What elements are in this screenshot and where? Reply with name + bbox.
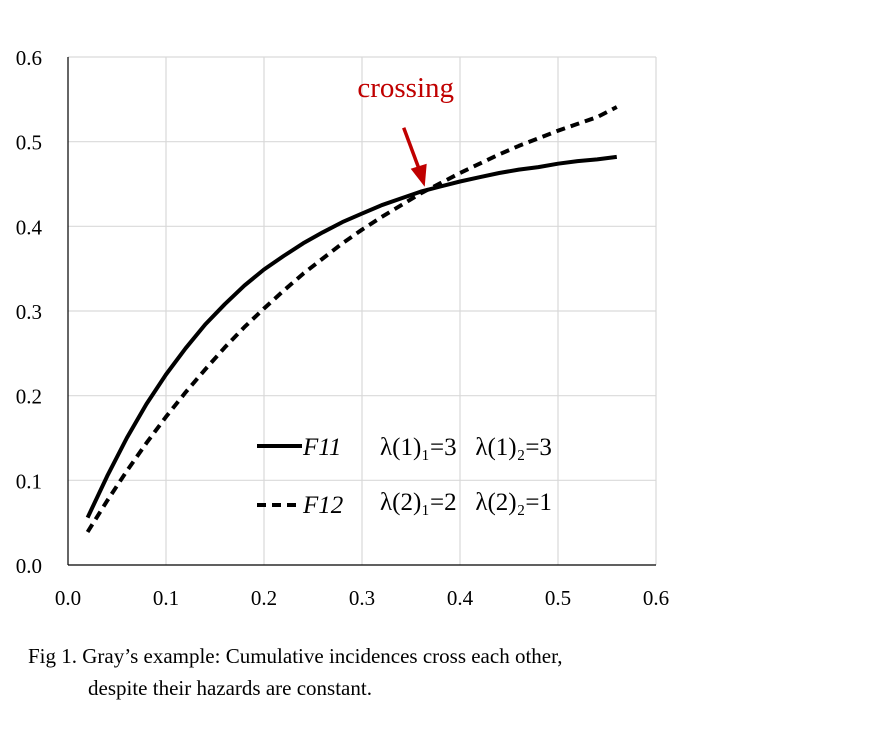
x-tick-labels: 0.0 0.1 0.2 0.3 0.4 0.5 0.6: [55, 586, 669, 610]
y-tick-label: 0.4: [16, 215, 43, 239]
legend-label-f12: F12: [302, 492, 343, 519]
legend: F11 λ(1)₁=3 λ(1)₂=3 F12 λ(2)₁=2 λ(2)₂=1: [257, 434, 552, 519]
series-lines: [85, 105, 618, 534]
y-tick-label: 0.0: [16, 554, 42, 578]
x-tick-label: 0.4: [447, 586, 474, 610]
y-tick-label: 0.6: [16, 46, 42, 70]
x-tick-label: 0.3: [349, 586, 375, 610]
figure-caption: Fig 1. Gray’s example: Cumulative incide…: [28, 640, 868, 704]
series-line-f12: [85, 105, 618, 534]
axes: [67, 57, 656, 566]
caption-line-2: despite their hazards are constant.: [88, 676, 372, 700]
x-tick-label: 0.0: [55, 586, 81, 610]
legend-params-f11: λ(1)₁=3 λ(1)₂=3: [380, 434, 552, 461]
annotation-label: crossing: [357, 72, 454, 104]
chart: 0.0 0.1 0.2 0.3 0.4 0.5 0.6 0.0 0.1 0.2 0.3 0.4 0.5…: [16, 46, 669, 610]
legend-label-f11: F11: [302, 434, 341, 461]
annotation-arrow-head: [410, 163, 427, 187]
y-tick-labels: 0.0 0.1 0.2 0.3 0.4 0.5 0.6: [16, 46, 43, 578]
legend-params-f12: λ(2)₁=2 λ(2)₂=1: [380, 489, 552, 516]
x-tick-label: 0.1: [153, 586, 179, 610]
y-tick-label: 0.2: [16, 385, 42, 409]
grid: [68, 56, 657, 565]
x-tick-label: 0.6: [643, 586, 669, 610]
annotation: crossing: [357, 72, 454, 187]
y-tick-label: 0.1: [16, 469, 42, 493]
annotation-arrow-shaft: [402, 127, 422, 172]
y-tick-label: 0.3: [16, 300, 42, 324]
series-line-f11: [85, 154, 618, 519]
y-tick-label: 0.5: [16, 131, 42, 155]
x-tick-label: 0.2: [251, 586, 277, 610]
caption-line-1: Fig 1. Gray’s example: Cumulative incide…: [28, 644, 563, 668]
x-tick-label: 0.5: [545, 586, 571, 610]
